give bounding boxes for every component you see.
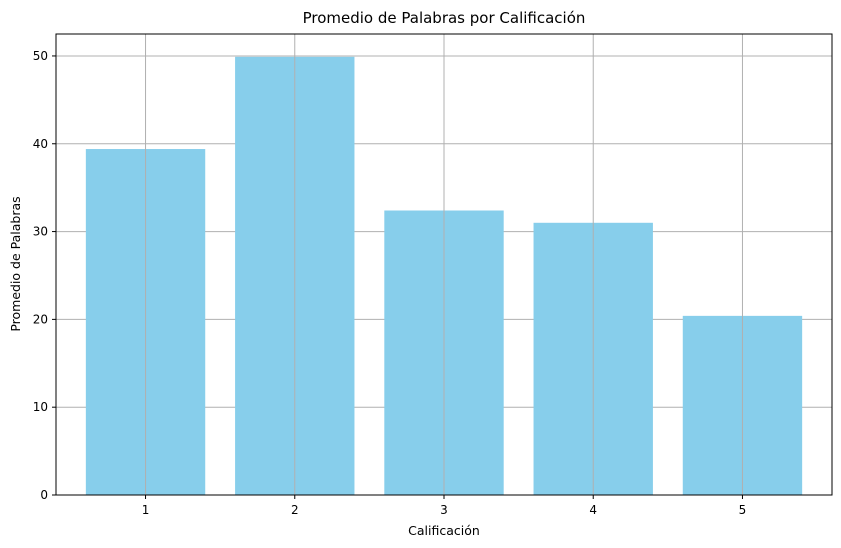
x-tick-label: 1 xyxy=(142,503,150,517)
y-tick-label: 40 xyxy=(33,137,48,151)
chart-title: Promedio de Palabras por Calificación xyxy=(303,9,586,27)
y-tick-label: 0 xyxy=(40,488,48,502)
vertical-grid-lines xyxy=(145,34,743,495)
y-tick-label: 10 xyxy=(33,400,48,414)
y-tick-label: 20 xyxy=(33,312,48,326)
y-axis-ticks: 0 10 20 30 40 50 xyxy=(33,49,56,502)
x-axis-label: Calificación xyxy=(408,523,480,538)
x-tick-label: 2 xyxy=(291,503,299,517)
x-tick-label: 5 xyxy=(739,503,747,517)
x-tick-label: 4 xyxy=(589,503,597,517)
x-tick-label: 3 xyxy=(440,503,448,517)
y-tick-label: 30 xyxy=(33,225,48,239)
x-axis-ticks: 1 2 3 4 5 xyxy=(142,495,747,517)
y-tick-label: 50 xyxy=(33,49,48,63)
y-axis-label: Promedio de Palabras xyxy=(8,196,23,331)
